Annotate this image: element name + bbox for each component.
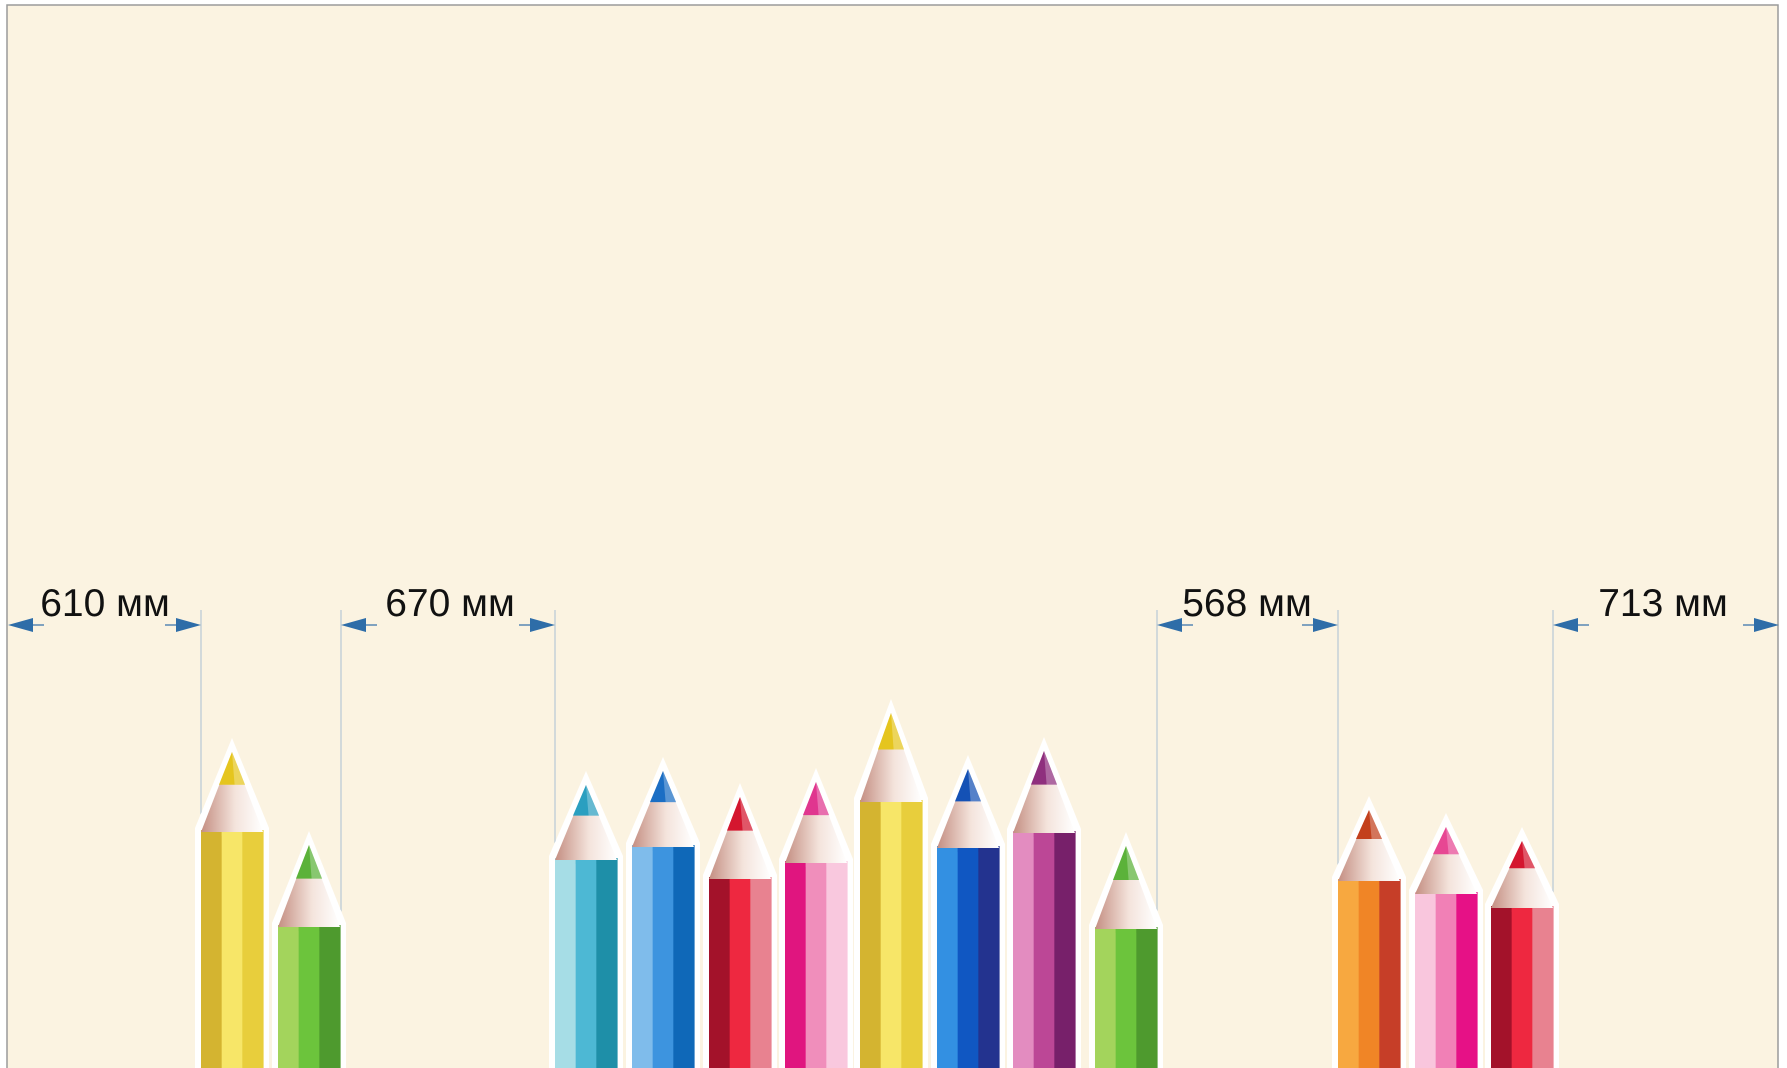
pencil-green [1089, 832, 1163, 1068]
dimension-arrow-2 [341, 618, 555, 632]
dimension-arrow-1 [8, 618, 201, 632]
pencil-blue [626, 757, 700, 1068]
pencil-red [703, 783, 777, 1068]
pencil-light-pink [1409, 813, 1483, 1068]
pencil-teal [549, 771, 623, 1068]
pencil-yellow [854, 699, 928, 1068]
pencil-orange [1332, 796, 1406, 1068]
pencil-green [272, 831, 346, 1068]
pencil-pink [779, 768, 853, 1068]
pencil-red [1485, 827, 1559, 1068]
dimension-label-1: 610 мм [40, 582, 170, 625]
pencil-yellow [195, 738, 269, 1068]
pencil-illustration [195, 699, 1559, 1068]
dimension-label-4: 713 мм [1598, 582, 1728, 625]
pencil-dark-blue [931, 755, 1005, 1068]
pencil-purple [1007, 737, 1081, 1068]
dimension-label-2: 670 мм [385, 582, 515, 625]
dimension-arrow-4 [1553, 618, 1779, 632]
dimension-markers: 610 мм 670 мм 568 мм 713 мм [8, 582, 1779, 632]
dimension-arrow-3 [1157, 618, 1338, 632]
dimension-label-3: 568 мм [1182, 582, 1312, 625]
